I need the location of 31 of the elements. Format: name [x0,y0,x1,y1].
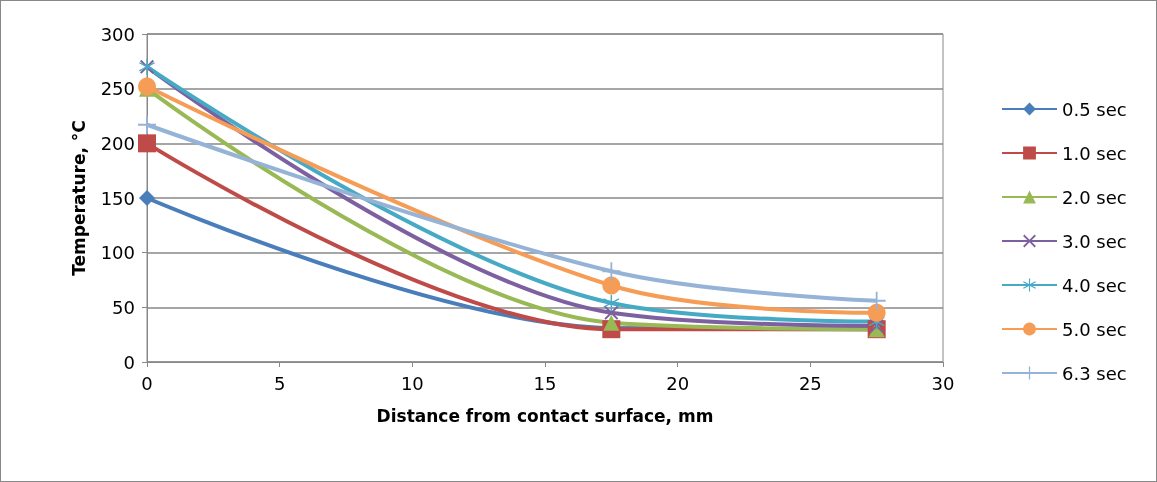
y-tick-label: 200 [100,132,135,154]
point [603,294,620,311]
y-tick-label: 150 [100,187,135,209]
legend-label: 4.0 sec [1062,274,1127,296]
y-tick-label: 300 [100,23,135,45]
point [602,276,621,295]
x-tick-label: 15 [533,372,557,394]
x-tick-label: 20 [666,372,690,394]
legend-label: 1.0 sec [1062,142,1127,164]
y-tick-label: 250 [100,78,135,100]
legend-label: 0.5 sec [1062,98,1127,120]
x-tick-label: 0 [141,372,153,394]
x-tick-label: 5 [273,372,286,394]
legend-label: 6.3 sec [1062,362,1127,384]
point [139,190,155,206]
point [867,303,886,322]
y-tick-label: 0 [123,351,135,373]
point [138,115,156,134]
legend-label: 5.0 sec [1062,318,1127,340]
x-tick-label: 30 [931,372,955,394]
x-tick-label: 25 [798,372,822,394]
x-axis-title: Distance from contact surface, mm [376,405,714,426]
y-axis-title: Temperature, °C [68,120,89,276]
x-tick-label: 10 [400,372,424,394]
legend-label: 3.0 sec [1062,230,1127,252]
y-tick-label: 50 [112,296,135,318]
legend-label: 2.0 sec [1062,186,1127,208]
point [602,262,621,281]
y-tick-label: 100 [100,242,135,264]
point [603,314,620,331]
point [138,134,156,153]
